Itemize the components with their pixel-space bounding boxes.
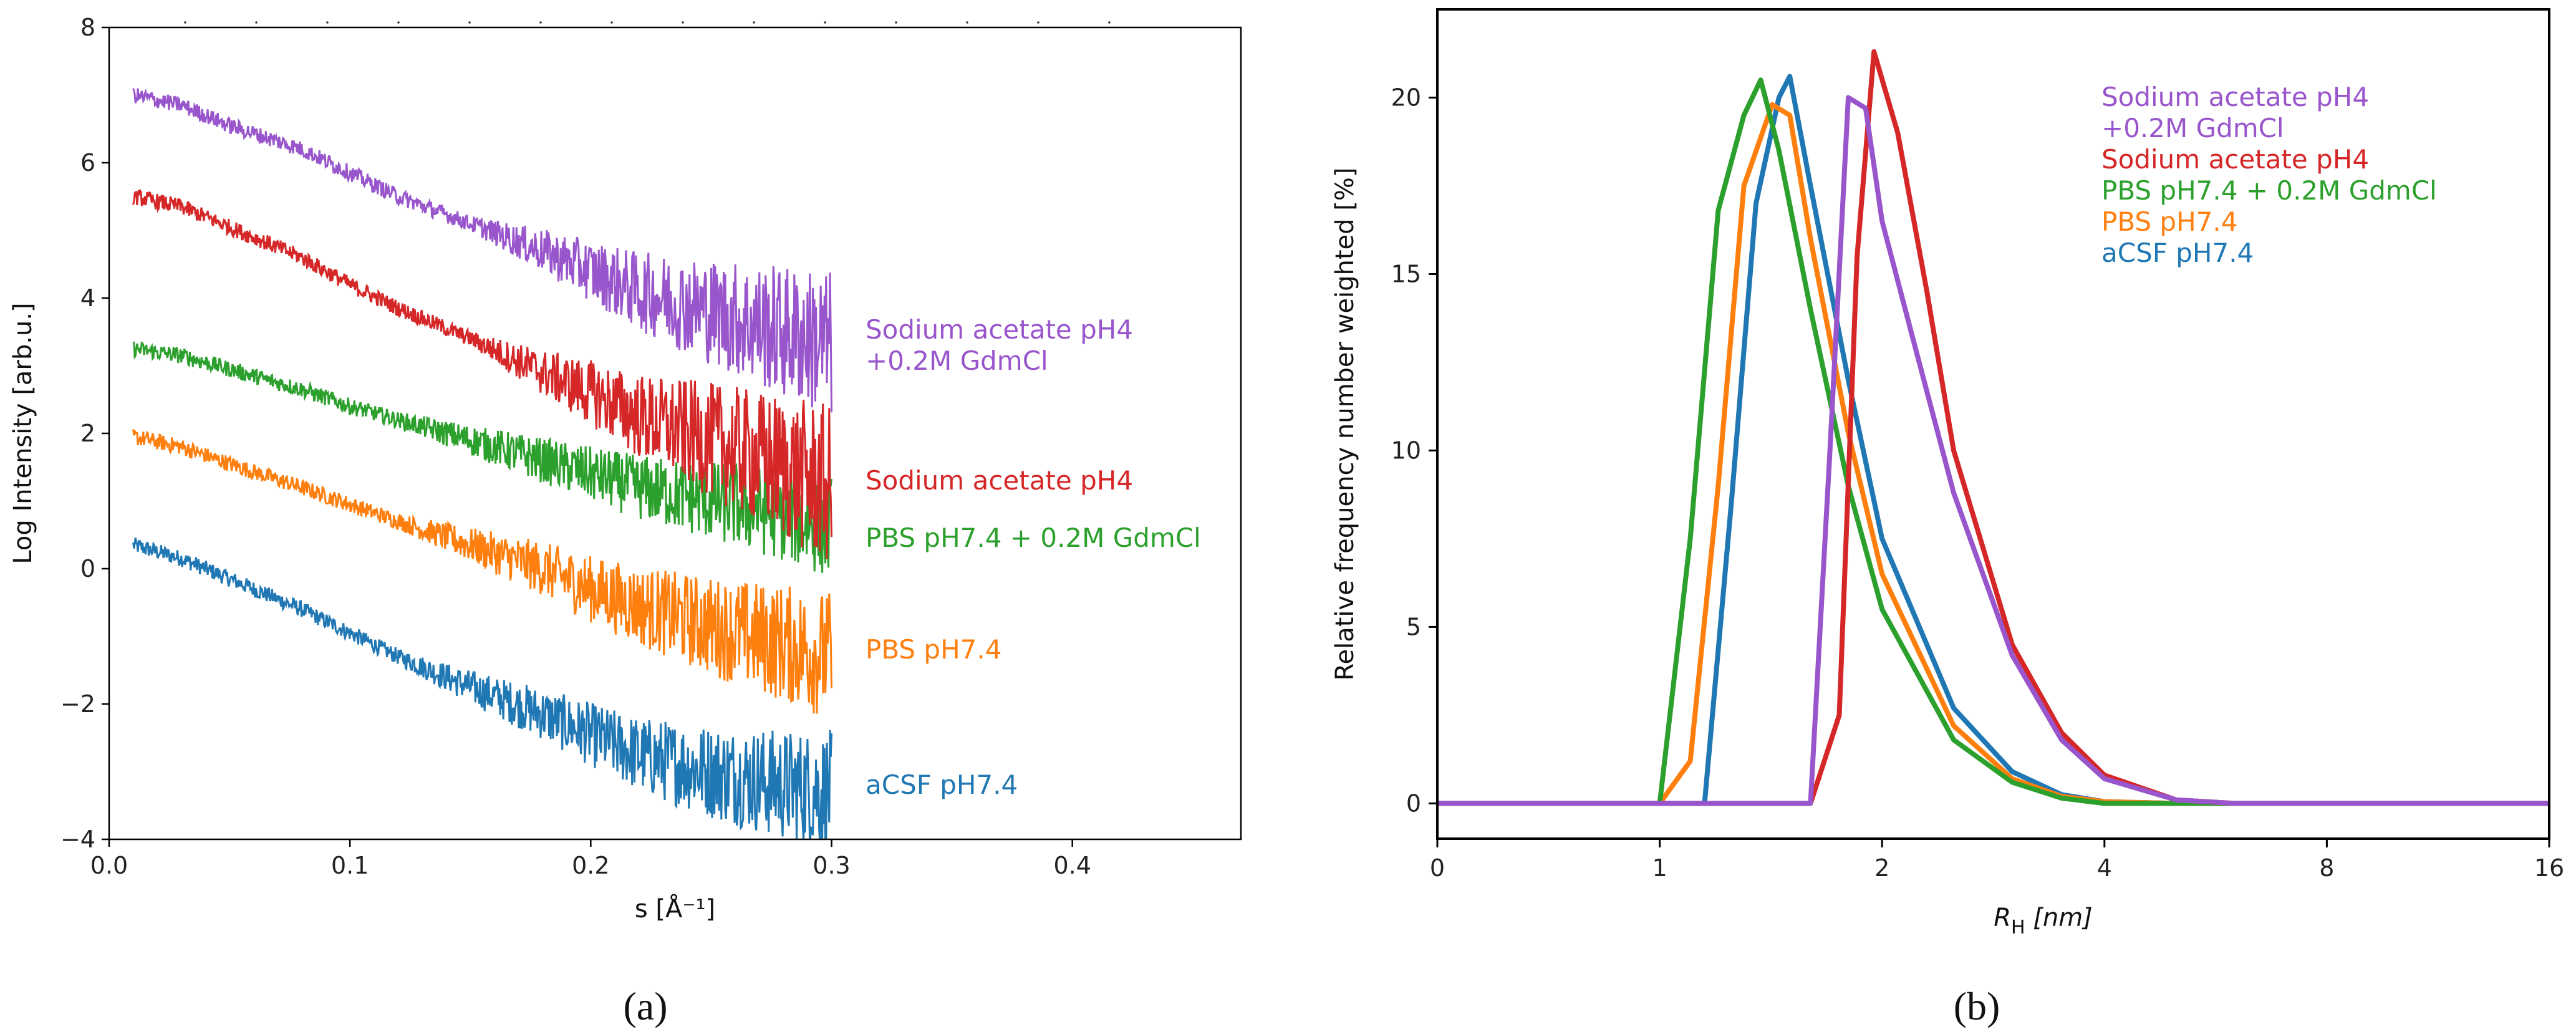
chart-a-series-group [132,88,832,839]
chart-b-line-3 [1437,102,2549,806]
chart-b-axes-frame [1436,8,2550,840]
chart-a-ytick-label: 4 [80,284,95,312]
chart-a-line-3 [132,429,832,714]
chart-b-legend-entry: Sodium acetate pH4 [2101,144,2369,175]
chart-a-line-0 [132,88,832,413]
chart-b-legend-entry: Sodium acetate pH4 [2101,82,2369,112]
chart-a-line-4 [132,537,832,839]
chart-a-top-dot [1108,21,1111,24]
chart-a-top-dot [255,21,258,24]
chart-a-ylabel: Log Intensity [arb.u.] [9,302,37,564]
chart-a-series-label: +0.2M GdmCl [866,345,1048,376]
chart-a-top-dot [682,21,684,24]
chart-a-ytick-label: 0 [80,555,95,582]
chart-b-hydrodynamic-radius-distribution: 0 1 2 4 8 16 0 5 10 15 20 RH [nm] Relative frequency… [1331,8,2564,1028]
chart-a-series-label: PBS pH7.4 + 0.2M GdmCl [866,523,1201,553]
chart-a-xtick-label: 0.2 [572,852,609,879]
chart-b-line-2 [1437,77,2549,806]
chart-b-line-1 [1437,49,2549,806]
chart-a-line-2 [132,341,832,573]
chart-a-xtick-label: 0.0 [90,852,128,879]
chart-b-panel-label: (b) [1954,984,2000,1028]
chart-b-ytick-label: 5 [1406,613,1421,640]
chart-a-top-dot [326,21,329,24]
chart-b-ytick-label: 0 [1406,789,1421,817]
chart-a-top-dot [824,21,826,24]
chart-a-xlabel: s [Å⁻¹] [635,894,715,923]
chart-a-xtick-label: 0.3 [813,852,850,879]
chart-b-xtick-label: 4 [2097,854,2112,882]
chart-b-xtick-label: 16 [2534,854,2564,882]
chart-b-xtick-label: 2 [1874,854,1889,882]
chart-a-top-dot [966,21,968,24]
chart-a-top-dot [610,21,613,24]
chart-a-top-dot [184,21,186,24]
chart-b-ylabel: Relative frequency number weighted [%] [1331,168,1359,681]
chart-a-top-dot [895,21,897,24]
chart-b-line-0 [1437,95,2549,806]
chart-a-ytick-label: 2 [80,420,95,447]
chart-a-top-dot [539,21,542,24]
chart-b-xtick-label: 1 [1652,854,1667,882]
chart-b-legend-entry: PBS pH7.4 + 0.2M GdmCl [2101,175,2437,206]
chart-b-series-group [1437,49,2549,806]
chart-a-series-label: PBS pH7.4 [866,634,1001,665]
chart-b-legend-entry: +0.2M GdmCl [2101,113,2284,143]
chart-a-ytick-label: 8 [80,14,95,41]
chart-a-top-dot [753,21,755,24]
chart-a-saxs-log-intensity: 0.0 0.1 0.2 0.3 0.4 −4 −2 0 2 4 6 8 s [Å⁻¹] Log Inten… [9,14,1242,1028]
chart-b-xlabel: RH [nm] [1994,904,2093,938]
chart-a-xtick-label: 0.1 [331,852,369,879]
chart-a-ytick-label: −4 [60,826,95,853]
chart-a-ytick-label: 6 [80,149,95,176]
chart-b-legend-entry: PBS pH7.4 [2101,206,2237,237]
chart-a-xtick-label: 0.4 [1053,852,1091,879]
chart-b-ytick-label: 10 [1391,436,1421,464]
chart-a-ytick-label: −2 [60,690,95,718]
chart-a-series-label: aCSF pH7.4 [866,769,1018,800]
chart-a-panel-label: (a) [623,984,667,1028]
chart-a-top-dot [397,21,400,24]
chart-b-ytick-label: 15 [1391,260,1421,287]
chart-b-xtick-label: 8 [2319,854,2334,882]
chart-b-ytick-label: 20 [1391,84,1421,111]
chart-a-series-label: Sodium acetate pH4 [866,314,1133,345]
chart-b-xlabel-unit: [nm] [2025,904,2093,932]
chart-a-top-dot [1037,21,1040,24]
chart-b-xlabel-main: R [1994,904,2011,932]
chart-b-xtick-label: 0 [1430,854,1445,882]
chart-a-series-label: Sodium acetate pH4 [866,465,1133,496]
chart-b-xlabel-sub: H [2011,917,2025,938]
chart-a-top-dot [468,21,471,24]
chart-b-legend-entry: aCSF pH7.4 [2101,238,2254,268]
chart-a-line-1 [132,188,832,559]
